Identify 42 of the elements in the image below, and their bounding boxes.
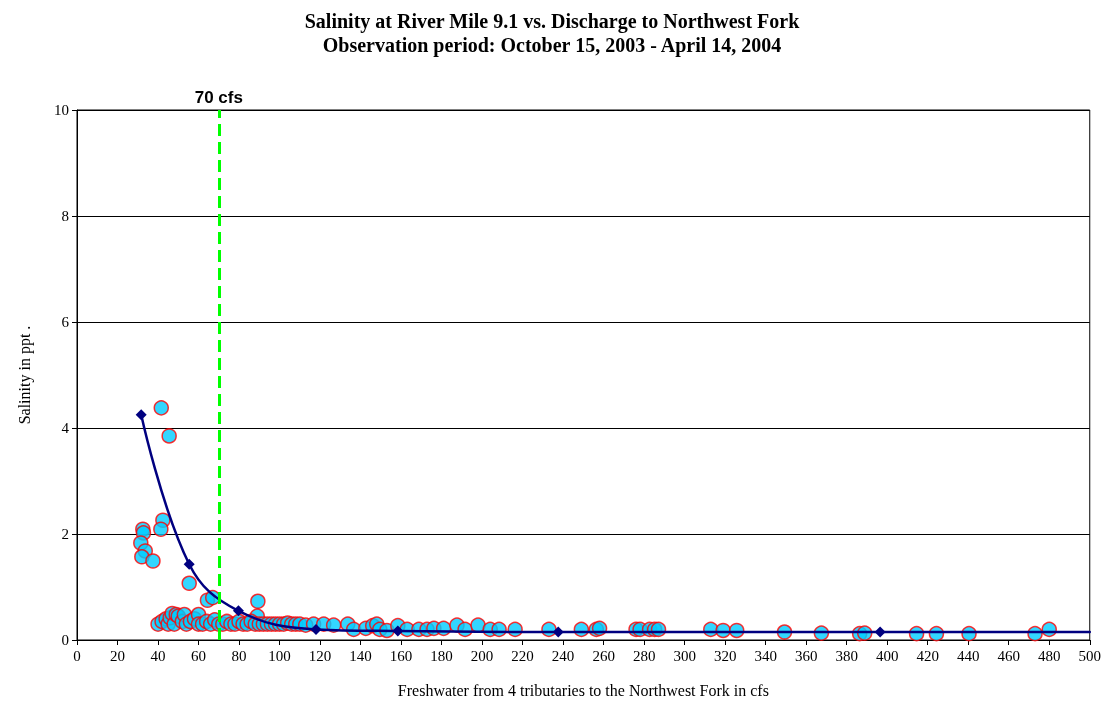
x-tick-label: 100	[268, 647, 291, 664]
point	[392, 625, 404, 637]
x-tick-label: 420	[916, 647, 939, 664]
x-tick-label: 400	[875, 647, 899, 664]
ref-line-label: 70 cfs	[194, 88, 243, 107]
x-tick-label: 0	[73, 647, 81, 664]
chart-subtitle: Observation period: October 15, 2003 - April 14, 2004	[322, 34, 782, 57]
point	[183, 558, 195, 570]
y-tick-label: 8	[61, 208, 69, 224]
x-tick-label: 380	[835, 647, 858, 664]
point	[874, 626, 886, 638]
chart-title: Salinity at River Mile 9.1 vs. Discharge to Northwest Fork	[304, 10, 801, 33]
y-tick-label: 2	[61, 526, 69, 542]
x-tick-label: 140	[349, 647, 372, 664]
x-tick-label: 240	[551, 647, 575, 664]
y-tick-label: 6	[61, 314, 70, 330]
x-tick-label: 320	[713, 647, 737, 664]
x-axis-title: Freshwater from 4 tributaries to the Northwest Fork in cfs	[397, 681, 769, 699]
x-tick-label: 260	[592, 647, 615, 664]
x-tick-label: 280	[632, 647, 656, 664]
x-tick-label: 480	[1037, 647, 1061, 664]
x-tick-label: 80	[231, 647, 247, 664]
x-tick-label: 40	[150, 647, 166, 664]
x-tick-label: 360	[794, 647, 818, 664]
y-axis-title: Salinity in ppt .	[15, 325, 34, 425]
x-tick-label: 60	[191, 647, 207, 664]
x-tick-label: 440	[956, 647, 980, 664]
x-tick-label: 200	[470, 647, 494, 664]
x-tick-label: 340	[754, 647, 777, 664]
x-tick-label: 20	[110, 647, 126, 664]
point	[135, 409, 147, 421]
x-tick-label: 160	[389, 647, 413, 664]
x-tick-label: 460	[997, 647, 1020, 664]
x-tick-label: 220	[511, 647, 534, 664]
point	[232, 605, 244, 617]
x-tick-label: 180	[430, 647, 453, 664]
y-tick-label: 4	[61, 420, 70, 436]
y-tick-label: 0	[61, 632, 69, 648]
x-tick-label: 300	[673, 647, 696, 664]
x-tick-label: 500	[1078, 647, 1101, 664]
y-tick-label: 10	[54, 102, 69, 118]
x-tick-label: 120	[308, 647, 332, 664]
